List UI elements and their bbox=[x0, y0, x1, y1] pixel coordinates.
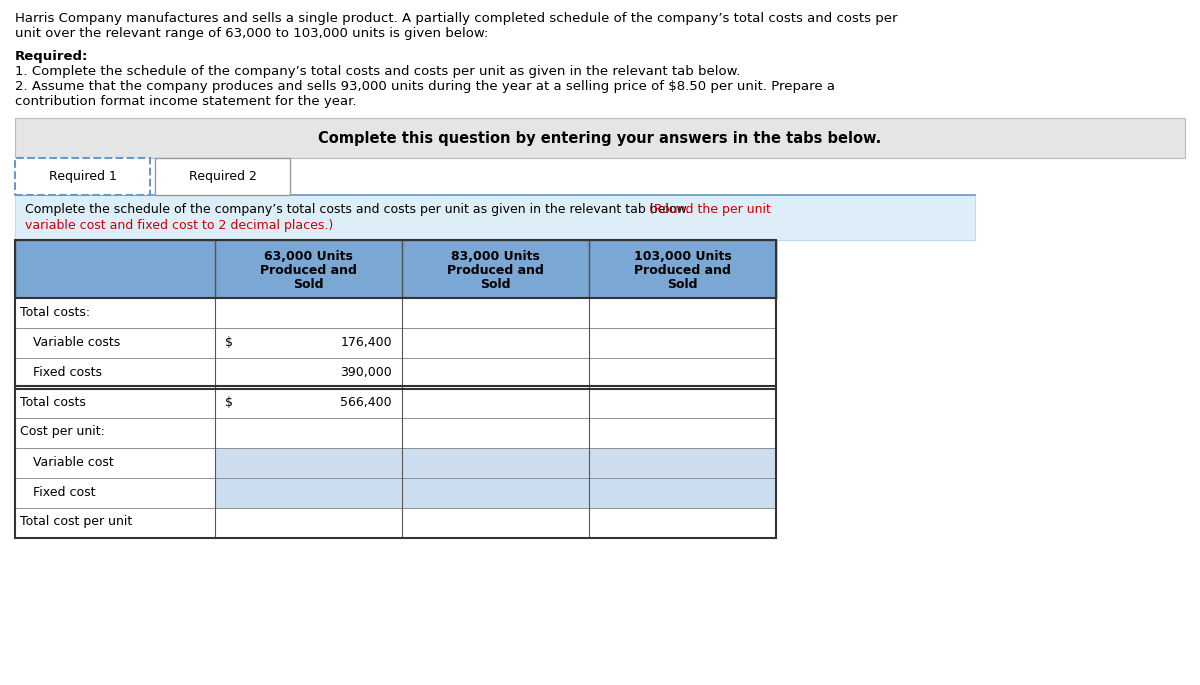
Text: Harris Company manufactures and sells a single product. A partially completed sc: Harris Company manufactures and sells a … bbox=[14, 12, 898, 25]
Bar bbox=[589, 388, 776, 418]
Bar bbox=[14, 118, 1186, 158]
Text: Total costs:: Total costs: bbox=[20, 306, 90, 319]
Bar bbox=[14, 388, 215, 418]
Bar bbox=[14, 240, 776, 538]
Bar bbox=[14, 195, 974, 240]
Bar bbox=[589, 418, 776, 448]
Bar bbox=[589, 298, 776, 328]
Text: 83,000 Units: 83,000 Units bbox=[451, 250, 540, 263]
Bar bbox=[14, 478, 215, 508]
Text: Produced and: Produced and bbox=[260, 264, 356, 277]
Bar bbox=[589, 448, 776, 478]
Text: 390,000: 390,000 bbox=[341, 366, 392, 379]
Bar bbox=[14, 328, 215, 358]
Text: (Round the per unit: (Round the per unit bbox=[646, 203, 770, 216]
Text: 1. Complete the schedule of the company’s total costs and costs per unit as give: 1. Complete the schedule of the company’… bbox=[14, 65, 740, 78]
Bar bbox=[14, 298, 215, 328]
Bar bbox=[215, 508, 402, 538]
Text: Sold: Sold bbox=[667, 278, 697, 291]
Text: Produced and: Produced and bbox=[448, 264, 544, 277]
Text: Sold: Sold bbox=[293, 278, 324, 291]
Text: Fixed costs: Fixed costs bbox=[34, 366, 102, 379]
Bar bbox=[14, 240, 776, 298]
Bar bbox=[155, 158, 290, 195]
Text: Complete the schedule of the company’s total costs and costs per unit as given i: Complete the schedule of the company’s t… bbox=[25, 203, 690, 216]
Text: contribution format income statement for the year.: contribution format income statement for… bbox=[14, 95, 356, 108]
Text: 63,000 Units: 63,000 Units bbox=[264, 250, 353, 263]
Text: Variable costs: Variable costs bbox=[34, 336, 120, 349]
Text: Fixed cost: Fixed cost bbox=[34, 486, 96, 499]
Text: 566,400: 566,400 bbox=[341, 395, 392, 408]
Bar bbox=[14, 448, 215, 478]
Text: Produced and: Produced and bbox=[634, 264, 731, 277]
Bar bbox=[14, 358, 215, 388]
Bar bbox=[402, 418, 589, 448]
Bar bbox=[215, 448, 402, 478]
Text: Required 2: Required 2 bbox=[188, 170, 257, 183]
Text: Complete this question by entering your answers in the tabs below.: Complete this question by entering your … bbox=[318, 131, 882, 145]
Text: Total costs: Total costs bbox=[20, 395, 86, 408]
Text: Cost per unit:: Cost per unit: bbox=[20, 425, 104, 438]
Bar bbox=[402, 328, 589, 358]
Text: Required:: Required: bbox=[14, 50, 89, 63]
Bar bbox=[402, 358, 589, 388]
Bar bbox=[402, 478, 589, 508]
Bar bbox=[215, 418, 402, 448]
Bar bbox=[215, 358, 402, 388]
Text: 103,000 Units: 103,000 Units bbox=[634, 250, 731, 263]
Text: variable cost and fixed cost to 2 decimal places.): variable cost and fixed cost to 2 decima… bbox=[25, 219, 334, 232]
Bar bbox=[402, 448, 589, 478]
Bar bbox=[589, 358, 776, 388]
Text: Total cost per unit: Total cost per unit bbox=[20, 516, 132, 529]
Bar bbox=[14, 508, 215, 538]
Bar bbox=[14, 418, 215, 448]
Bar bbox=[589, 478, 776, 508]
Text: unit over the relevant range of 63,000 to 103,000 units is given below:: unit over the relevant range of 63,000 t… bbox=[14, 27, 488, 40]
Bar bbox=[215, 388, 402, 418]
Text: Required 1: Required 1 bbox=[48, 170, 116, 183]
Bar bbox=[215, 478, 402, 508]
Bar bbox=[215, 298, 402, 328]
Text: 176,400: 176,400 bbox=[341, 336, 392, 349]
Bar bbox=[402, 298, 589, 328]
Text: $: $ bbox=[226, 395, 233, 408]
Bar bbox=[215, 328, 402, 358]
Bar bbox=[402, 388, 589, 418]
Text: 2. Assume that the company produces and sells 93,000 units during the year at a : 2. Assume that the company produces and … bbox=[14, 80, 835, 93]
Bar bbox=[402, 508, 589, 538]
Bar bbox=[14, 158, 150, 195]
Text: Variable cost: Variable cost bbox=[34, 456, 114, 469]
Text: Sold: Sold bbox=[480, 278, 511, 291]
Bar bbox=[589, 328, 776, 358]
Bar bbox=[589, 508, 776, 538]
Text: $: $ bbox=[226, 336, 233, 349]
